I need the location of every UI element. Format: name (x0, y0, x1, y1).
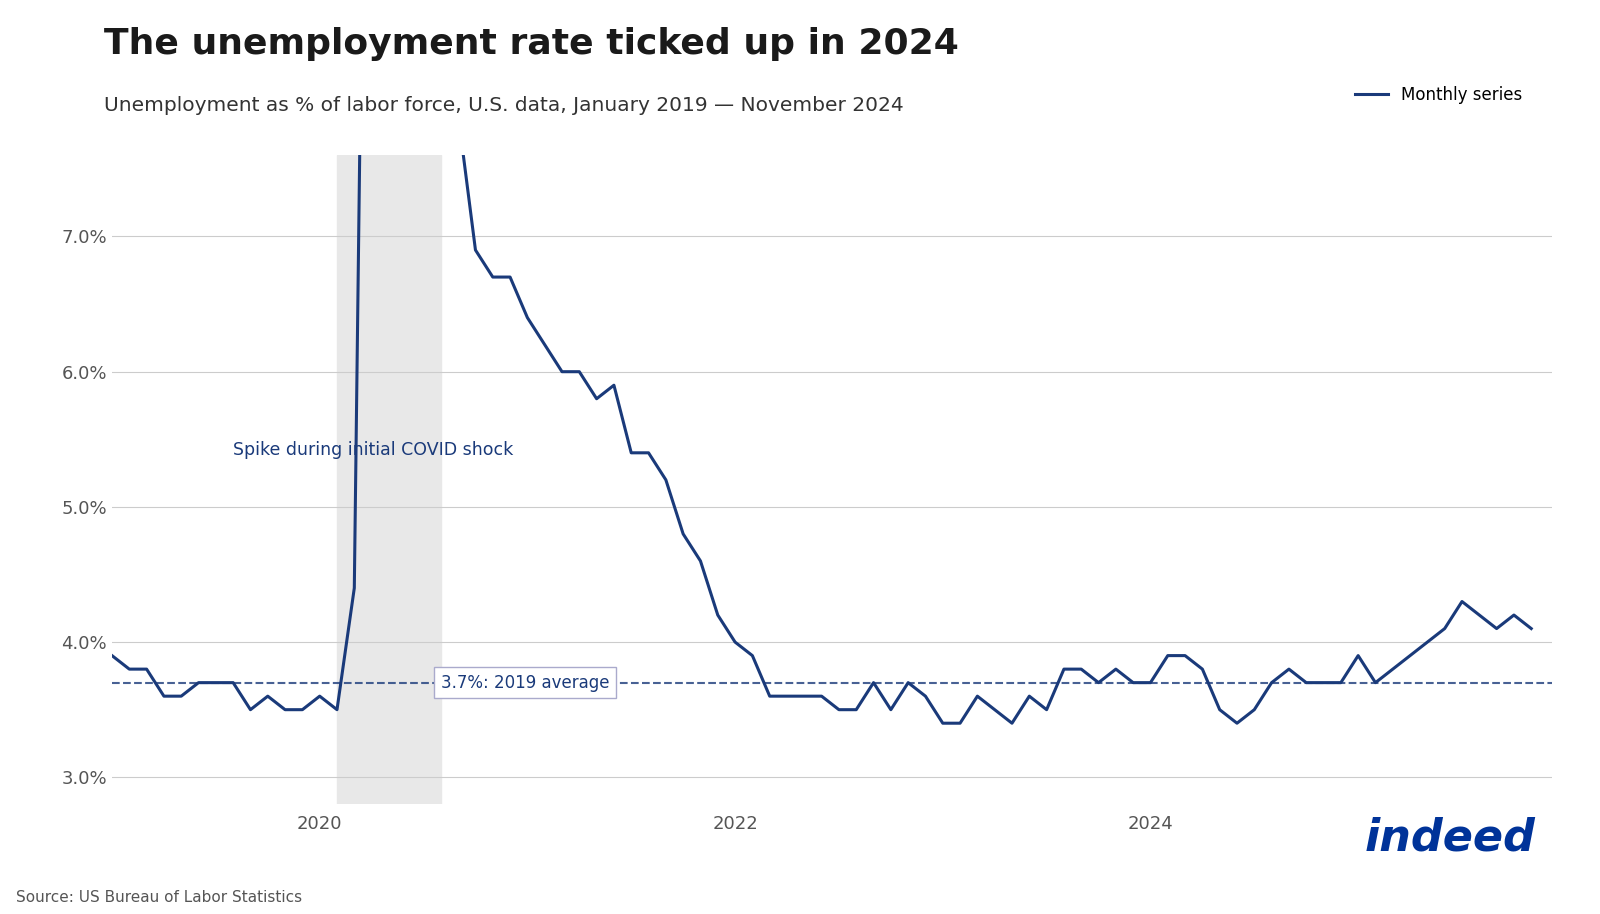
Text: indeed: indeed (1365, 816, 1536, 859)
Text: Unemployment as % of labor force, U.S. data, January 2019 — November 2024: Unemployment as % of labor force, U.S. d… (104, 96, 904, 115)
Bar (338, 155, 442, 804)
Text: Spike during initial COVID shock: Spike during initial COVID shock (234, 441, 514, 459)
Text: Source: US Bureau of Labor Statistics: Source: US Bureau of Labor Statistics (16, 890, 302, 905)
Legend: Monthly series: Monthly series (1349, 80, 1530, 111)
Text: 3.7%: 2019 average: 3.7%: 2019 average (442, 674, 610, 692)
Text: The unemployment rate ticked up in 2024: The unemployment rate ticked up in 2024 (104, 27, 958, 61)
